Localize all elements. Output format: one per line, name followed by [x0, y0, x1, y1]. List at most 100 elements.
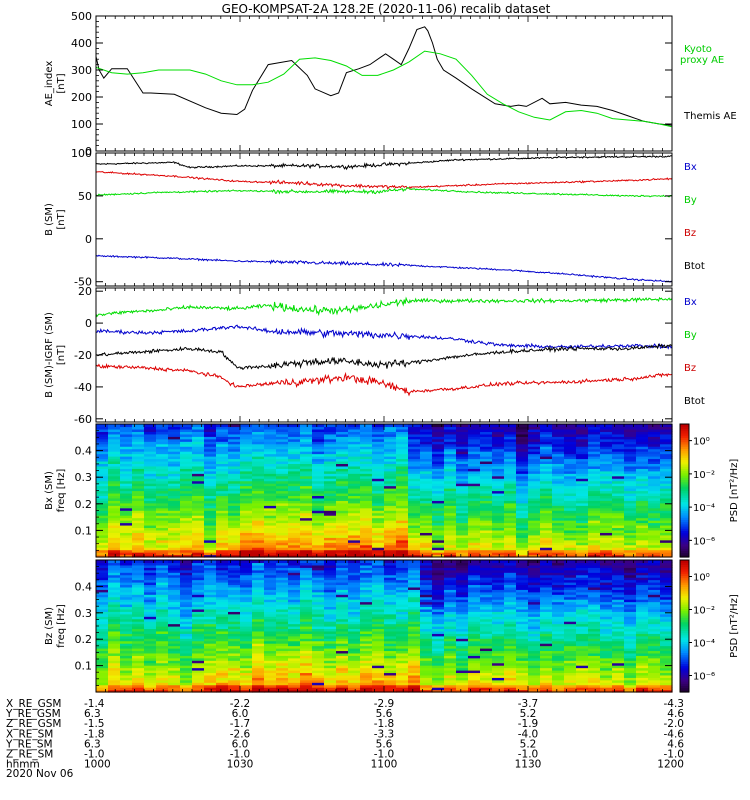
heatmap-cell	[120, 453, 133, 457]
heatmap-cell	[108, 517, 121, 521]
heatmap-cell	[192, 577, 205, 581]
heatmap-cell	[228, 579, 241, 583]
heatmap-cell	[348, 665, 361, 669]
heatmap-cell	[156, 591, 169, 595]
heatmap-cell	[564, 475, 577, 479]
heatmap-cell	[264, 497, 277, 501]
heatmap-cell	[384, 633, 397, 637]
heatmap-cell	[240, 529, 253, 533]
heatmap-cell	[120, 564, 133, 568]
heatmap-cell	[636, 510, 649, 514]
heatmap-cell	[252, 596, 265, 600]
heatmap-cell	[372, 500, 385, 504]
heatmap-cell	[660, 431, 673, 435]
heatmap-cell	[480, 497, 493, 501]
heatmap-cell	[120, 628, 133, 632]
heatmap-cell	[432, 560, 445, 564]
heatmap-cell	[468, 542, 481, 546]
heatmap-cell	[132, 431, 145, 435]
heatmap-cell	[636, 532, 649, 536]
heatmap-cell	[372, 502, 385, 506]
heatmap-cell	[288, 524, 301, 529]
heatmap-cell	[240, 505, 253, 509]
heatmap-cell	[288, 470, 301, 474]
heatmap-cell	[108, 628, 121, 632]
heatmap-cell	[588, 428, 601, 432]
heatmap-cell	[444, 446, 457, 450]
heatmap-cell	[540, 500, 553, 504]
heatmap-cell	[516, 453, 529, 457]
heatmap-cell	[96, 547, 109, 551]
heatmap-cell	[120, 527, 133, 531]
heatmap-cell	[624, 512, 637, 516]
heatmap-cell	[552, 460, 565, 464]
heatmap-cell	[348, 655, 361, 659]
heatmap-cell	[324, 451, 337, 455]
heatmap-cell	[276, 574, 289, 578]
y-axis-unit: [nT]	[56, 345, 67, 365]
y-tick-label: 500	[71, 10, 92, 23]
heatmap-cell	[96, 549, 109, 553]
heatmap-cell	[204, 655, 217, 659]
heatmap-cell	[120, 448, 133, 452]
heatmap-cell	[384, 562, 397, 566]
heatmap-cell	[204, 515, 217, 519]
heatmap-cell	[288, 529, 301, 533]
heatmap-cell	[240, 510, 253, 514]
heatmap-cell	[648, 522, 661, 526]
heatmap-cell	[180, 448, 193, 452]
heatmap-cell	[192, 542, 205, 546]
heatmap-cell	[396, 490, 409, 494]
heatmap-cell	[264, 613, 277, 617]
heatmap-cell	[156, 517, 169, 521]
heatmap-cell	[480, 446, 493, 450]
heatmap-cell	[432, 433, 445, 437]
heatmap-cell	[324, 542, 337, 546]
heatmap-cell	[264, 606, 277, 610]
heatmap-cell	[252, 537, 265, 541]
heatmap-cell	[312, 672, 325, 676]
heatmap-cell	[480, 520, 493, 524]
heatmap-cell	[276, 502, 289, 506]
heatmap-cell	[240, 524, 253, 529]
heatmap-cell	[372, 451, 385, 455]
heatmap-cell	[132, 524, 145, 529]
heatmap-cell	[624, 515, 637, 519]
heatmap-cell	[348, 674, 361, 678]
heatmap-cell	[552, 524, 565, 529]
heatmap-cell	[384, 547, 397, 551]
y-tick-label: 0.2	[75, 498, 93, 511]
heatmap-cell	[504, 512, 517, 516]
heatmap-cell	[444, 594, 457, 598]
heatmap-cell	[312, 500, 325, 504]
heatmap-cell	[276, 510, 289, 514]
heatmap-cell	[408, 547, 421, 551]
heatmap-cell	[612, 470, 625, 474]
heatmap-cell	[396, 601, 409, 605]
heatmap-cell	[324, 460, 337, 464]
heatmap-cell	[372, 520, 385, 524]
heatmap-cell	[144, 534, 157, 538]
heatmap-cell	[408, 446, 421, 450]
heatmap-cell	[492, 448, 505, 452]
heatmap-cell	[264, 515, 277, 519]
heatmap-cell	[240, 463, 253, 467]
heatmap-cell	[636, 446, 649, 450]
heatmap-cell	[168, 436, 181, 440]
heatmap-cell	[168, 594, 181, 598]
heatmap-cell	[192, 475, 205, 479]
heatmap-cell	[432, 652, 445, 656]
heatmap-cell	[468, 645, 481, 649]
heatmap-cell	[96, 667, 109, 671]
heatmap-cell	[216, 618, 229, 622]
heatmap-cell	[144, 679, 157, 683]
colorbar-segment	[680, 450, 689, 454]
heatmap-cell	[216, 596, 229, 600]
heatmap-cell	[228, 611, 241, 615]
heatmap-cell	[504, 537, 517, 541]
heatmap-cell	[192, 490, 205, 494]
heatmap-cell	[408, 428, 421, 432]
heatmap-cell	[648, 497, 661, 501]
heatmap-cell	[96, 470, 109, 474]
heatmap-cell	[540, 468, 553, 472]
